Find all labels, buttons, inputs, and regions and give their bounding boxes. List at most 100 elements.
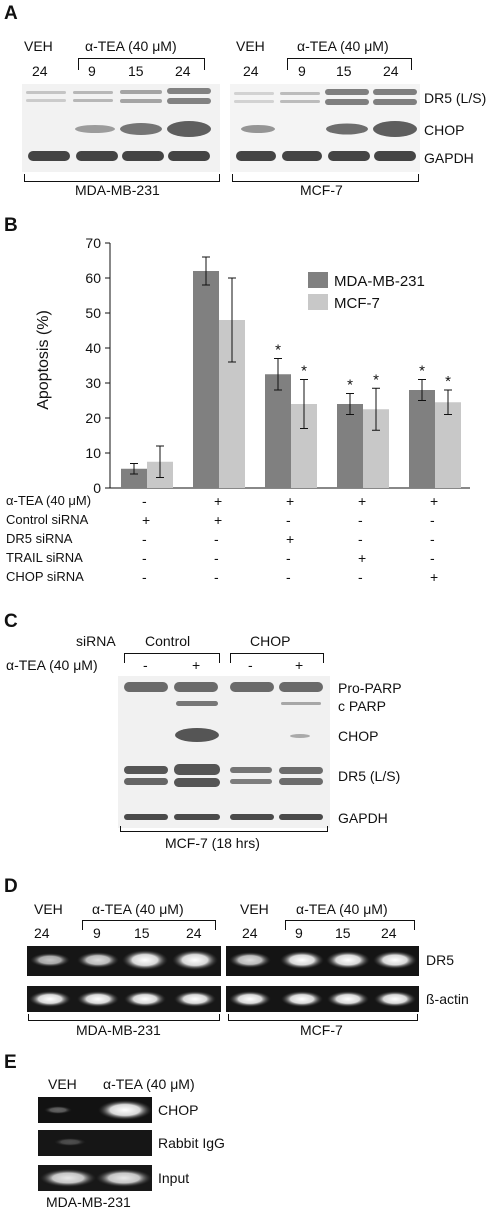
condition-mark: - xyxy=(286,569,291,585)
legend-swatch-0 xyxy=(308,272,328,288)
panel-b-label: B xyxy=(4,215,18,236)
blot-a xyxy=(22,84,420,172)
cell-a-right: MCF-7 xyxy=(300,182,343,198)
condition-mark: - xyxy=(430,512,435,528)
sign-c-3: + xyxy=(295,657,304,673)
band-c-chop: CHOP xyxy=(338,728,379,744)
time-d-r-2: 15 xyxy=(335,925,351,941)
band-c-proparp: Pro-PARP xyxy=(338,680,402,696)
bracket-c-chop-l xyxy=(230,653,231,663)
cell-e: MDA-MB-231 xyxy=(46,1194,131,1210)
condition-mark: - xyxy=(142,493,147,509)
sirna-label: siRNA xyxy=(76,633,116,649)
condition-mark: - xyxy=(430,550,435,566)
panel-c-label: C xyxy=(4,611,18,632)
significance-mark: * xyxy=(275,342,281,359)
time-a-r-0: 24 xyxy=(243,63,259,79)
condition-label-1: Control siRNA xyxy=(6,512,89,527)
condition-mark: - xyxy=(214,569,219,585)
bracket-d-right-r xyxy=(414,920,415,930)
band-d-actin: ß-actin xyxy=(426,991,469,1007)
time-d-r-3: 24 xyxy=(381,925,397,941)
veh-d-left: VEH xyxy=(34,901,63,917)
time-d-l-2: 15 xyxy=(134,925,150,941)
condition-label-3: TRAIL siRNA xyxy=(6,550,83,565)
veh-label-right: VEH xyxy=(236,38,265,54)
bracket-a-left-tick-l xyxy=(78,58,79,70)
condition-mark: - xyxy=(358,569,363,585)
time-a-r-2: 15 xyxy=(336,63,352,79)
sirna-chop: CHOP xyxy=(250,633,291,649)
bracket-a-right xyxy=(287,58,412,59)
condition-label-0: α-TEA (40 μM) xyxy=(6,493,92,508)
gel-d xyxy=(27,946,419,1012)
bracket-a-cell-r xyxy=(232,181,419,182)
veh-e: VEH xyxy=(48,1076,77,1092)
treat-label-left: α-TEA (40 μM) xyxy=(85,38,177,54)
condition-mark: - xyxy=(358,512,363,528)
blot-c xyxy=(118,676,330,828)
bar-0-3 xyxy=(337,404,363,488)
significance-mark: * xyxy=(301,363,307,380)
bracket-a-cell-r-tick2 xyxy=(418,174,419,182)
y-tick-label: 70 xyxy=(85,235,101,251)
condition-mark: + xyxy=(430,569,439,585)
bracket-a-cell-r-tick1 xyxy=(232,174,233,182)
condition-mark: - xyxy=(142,550,147,566)
bracket-c-chop-r xyxy=(323,653,324,663)
y-tick-label: 20 xyxy=(85,410,101,426)
time-a-l-3: 24 xyxy=(175,63,191,79)
sirna-control: Control xyxy=(145,633,191,649)
time-d-l-3: 24 xyxy=(186,925,202,941)
bracket-d-left-l xyxy=(82,920,83,930)
condition-mark: - xyxy=(286,512,291,528)
bracket-a-left xyxy=(78,58,205,59)
bracket-c-foot xyxy=(120,831,328,832)
y-tick-label: 10 xyxy=(85,445,101,461)
panel-d-label: D xyxy=(4,876,18,897)
time-a-r-1: 9 xyxy=(298,63,306,79)
condition-mark: - xyxy=(142,531,147,547)
treat-c-label: α-TEA (40 μM) xyxy=(6,657,98,673)
band-d-dr5: DR5 xyxy=(426,952,455,968)
band-e-igg: Rabbit IgG xyxy=(158,1135,225,1151)
treat-d-left: α-TEA (40 μM) xyxy=(92,901,184,917)
panel-a-label: A xyxy=(4,3,18,24)
bracket-c-control-l xyxy=(124,653,125,663)
condition-mark: + xyxy=(286,531,295,547)
band-e-input: Input xyxy=(158,1170,190,1186)
band-c-cparp: c PARP xyxy=(338,698,386,714)
condition-label-4: CHOP siRNA xyxy=(6,569,84,584)
significance-mark: * xyxy=(347,377,353,394)
bracket-c-control-r xyxy=(219,653,220,663)
band-a-gapdh: GAPDH xyxy=(424,150,474,166)
bracket-a-left-tick-r xyxy=(204,58,205,70)
cell-d-left: MDA-MB-231 xyxy=(76,1022,161,1038)
bar-0-2 xyxy=(265,374,291,488)
band-c-dr5: DR5 (L/S) xyxy=(338,768,401,784)
bracket-a-cell-l-tick2 xyxy=(219,174,220,182)
bracket-d-cell-r xyxy=(228,1020,418,1021)
panel-e-label: E xyxy=(4,1052,17,1073)
bar-1-4 xyxy=(435,402,461,488)
time-a-l-0: 24 xyxy=(32,63,48,79)
apoptosis-chart: 0 10 20 30 40 50 60 70 * * * * * * MDA-MB-231 MCF-7 xyxy=(85,235,470,496)
bar-0-0 xyxy=(121,468,147,488)
condition-mark: + xyxy=(142,512,151,528)
y-tick-label: 60 xyxy=(85,270,101,286)
footer-c: MCF-7 (18 hrs) xyxy=(165,835,260,851)
bracket-c-chop xyxy=(230,653,324,654)
condition-mark: - xyxy=(430,531,435,547)
sign-c-2: - xyxy=(248,657,253,673)
bracket-d-right-l xyxy=(285,920,286,930)
treat-e: α-TEA (40 μM) xyxy=(103,1076,195,1092)
band-e-chop: CHOP xyxy=(158,1102,199,1118)
cell-a-left: MDA-MB-231 xyxy=(75,182,160,198)
y-tick-label: 50 xyxy=(85,305,101,321)
y-tick-label: 30 xyxy=(85,375,101,391)
y-tick-label: 40 xyxy=(85,340,101,356)
time-a-r-3: 24 xyxy=(383,63,399,79)
condition-mark: - xyxy=(214,550,219,566)
condition-mark: + xyxy=(430,493,439,509)
bracket-d-cell-l-2 xyxy=(219,1014,220,1021)
